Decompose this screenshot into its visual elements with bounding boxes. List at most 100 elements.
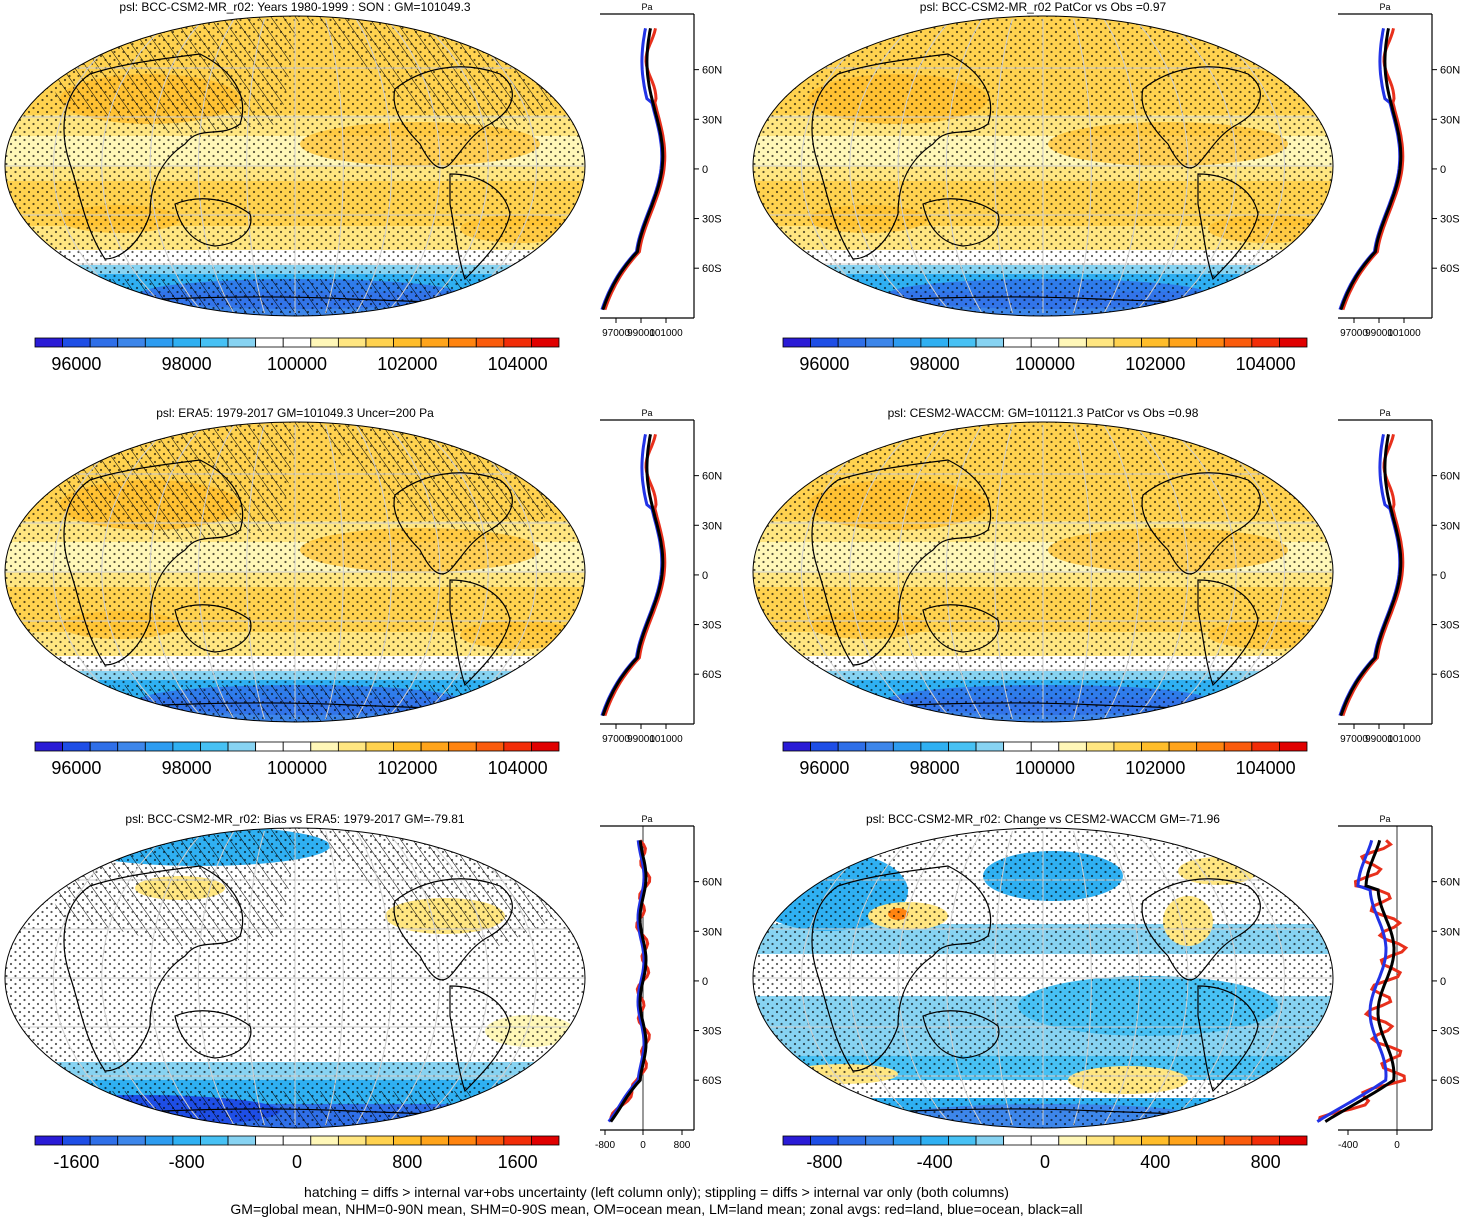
zonal-tick-label: -400 — [1338, 1140, 1358, 1151]
zonal-tick-label: 101000 — [1387, 734, 1421, 745]
zonal-tick-label: 97000 — [1340, 734, 1368, 745]
colorbar-label: 96000 — [799, 354, 849, 374]
colorbar-label: -1600 — [53, 1152, 99, 1172]
zonal-tick-label: 0 — [640, 1140, 646, 1151]
lat-tick-label: 30S — [1440, 1026, 1460, 1038]
map-plot — [4, 827, 586, 1129]
zonal-unit: Pa — [641, 2, 652, 12]
colorbar-label: 100000 — [1015, 758, 1075, 778]
colorbar-label: 0 — [292, 1152, 302, 1172]
lat-tick-label: 0 — [702, 976, 708, 988]
lat-tick-label: 30N — [1440, 926, 1460, 938]
zonal-land-curve — [1341, 433, 1405, 717]
colorbar-label: 400 — [1140, 1152, 1170, 1172]
lat-tick-label: 60S — [1440, 263, 1460, 275]
zonal-ocean-curve — [1338, 434, 1402, 717]
colorbar-label: 102000 — [377, 758, 437, 778]
colorbar-label: 96000 — [51, 354, 101, 374]
colorbar-label: 800 — [1251, 1152, 1281, 1172]
panel-p2: psl: BCC-CSM2-MR_r02 PatCor vs Obs =0.97… — [748, 0, 1483, 390]
lat-tick-label: 0 — [1440, 976, 1446, 988]
colorbar-label: 98000 — [162, 354, 212, 374]
lat-tick-label: 0 — [1440, 164, 1446, 176]
colorbar-label: 100000 — [267, 758, 327, 778]
zonal-all-curve — [1339, 28, 1403, 311]
panel-title: psl: BCC-CSM2-MR_r02: Bias vs ERA5: 1979… — [125, 812, 465, 826]
zonal-land-curve — [1341, 27, 1405, 311]
colorbar-label: -400 — [917, 1152, 953, 1172]
lat-tick-label: 60N — [1440, 471, 1460, 483]
colorbar: 96000 98000 100000 102000 104000 — [34, 741, 560, 778]
zonal-tick-label: 800 — [674, 1140, 691, 1151]
zonal-tick-label: 101000 — [649, 734, 683, 745]
lat-tick-label: 30N — [1440, 520, 1460, 532]
colorbar-label: 96000 — [51, 758, 101, 778]
zonal-land-curve — [603, 433, 667, 717]
zonal-tick-label: 97000 — [1340, 328, 1368, 339]
colorbar-label: 98000 — [910, 354, 960, 374]
colorbar-label: 104000 — [488, 354, 548, 374]
zonal-unit: Pa — [1379, 408, 1390, 418]
colorbar-label: 102000 — [1125, 758, 1185, 778]
zonal-unit: Pa — [1379, 2, 1390, 12]
zonal-tick-label: 101000 — [1387, 328, 1421, 339]
colorbar-label: 100000 — [1015, 354, 1075, 374]
footer-line-1: hatching = diffs > internal var+obs unce… — [304, 1184, 1009, 1200]
colorbar-label: -800 — [806, 1152, 842, 1172]
zonal-ocean-curve — [600, 434, 664, 717]
lat-tick-label: 60S — [1440, 1075, 1460, 1087]
zonal-tick-label: 101000 — [649, 328, 683, 339]
zonal-ocean-curve — [1316, 839, 1388, 1123]
panel-p4: psl: CESM2-WACCM: GM=101121.3 PatCor vs … — [748, 406, 1483, 796]
colorbar-label: -800 — [169, 1152, 205, 1172]
colorbar-label: 104000 — [1236, 758, 1296, 778]
lat-tick-label: 30S — [702, 620, 722, 632]
lat-tick-label: 30N — [702, 114, 722, 126]
lat-tick-label: 30S — [702, 1026, 722, 1038]
zonal-tick-label: 97000 — [602, 328, 630, 339]
panel-title: psl: ERA5: 1979-2017 GM=101049.3 Uncer=2… — [156, 406, 434, 420]
colorbar: 96000 98000 100000 102000 104000 — [34, 337, 560, 374]
colorbar-label: 104000 — [488, 758, 548, 778]
colorbar-label: 98000 — [162, 758, 212, 778]
zonal-all-curve — [1324, 839, 1396, 1123]
zonal-all-curve — [609, 840, 648, 1123]
panel-title: psl: CESM2-WACCM: GM=101121.3 PatCor vs … — [887, 406, 1199, 420]
colorbar-label: 98000 — [910, 758, 960, 778]
lat-tick-label: 60N — [702, 65, 722, 77]
colorbar-label: 100000 — [267, 354, 327, 374]
lat-tick-label: 60N — [1440, 877, 1460, 889]
zonal-tick-label: 97000 — [602, 734, 630, 745]
colorbar: 96000 98000 100000 102000 104000 — [782, 337, 1308, 374]
map-plot — [752, 827, 1334, 1129]
colorbar-label: 0 — [1040, 1152, 1050, 1172]
colorbar-label: 96000 — [799, 758, 849, 778]
colorbar-label: 102000 — [377, 354, 437, 374]
colorbar: -800 -400 0 400 800 — [782, 1135, 1308, 1172]
panel-title: psl: BCC-CSM2-MR_r02: Years 1980-1999 : … — [119, 0, 471, 14]
zonal-all-curve — [601, 434, 665, 717]
zonal-mean-plot: Pa 60N 30N 0 30S 60S -400 0 — [1316, 814, 1460, 1151]
lat-tick-label: 60S — [702, 1075, 722, 1087]
map-plot — [4, 421, 586, 723]
panel-p3: psl: ERA5: 1979-2017 GM=101049.3 Uncer=2… — [0, 406, 741, 796]
lat-tick-label: 0 — [702, 570, 708, 582]
colorbar-label: 800 — [392, 1152, 422, 1172]
zonal-mean-plot: Pa 60N 30N 0 30S 60S -800 0 800 — [595, 814, 722, 1151]
lat-tick-label: 60S — [702, 263, 722, 275]
lat-tick-label: 60N — [702, 471, 722, 483]
lat-tick-label: 30N — [702, 520, 722, 532]
zonal-ocean-curve — [1338, 28, 1402, 311]
colorbar-label: 1600 — [498, 1152, 538, 1172]
panel-p6: psl: BCC-CSM2-MR_r02: Change vs CESM2-WA… — [748, 812, 1483, 1202]
zonal-tick-label: 99000 — [627, 328, 655, 339]
zonal-tick-label: 99000 — [1365, 734, 1393, 745]
zonal-ocean-curve — [607, 840, 646, 1123]
zonal-unit: Pa — [641, 408, 652, 418]
zonal-all-curve — [1339, 434, 1403, 717]
lat-tick-label: 60N — [1440, 65, 1460, 77]
zonal-unit: Pa — [1379, 814, 1390, 824]
